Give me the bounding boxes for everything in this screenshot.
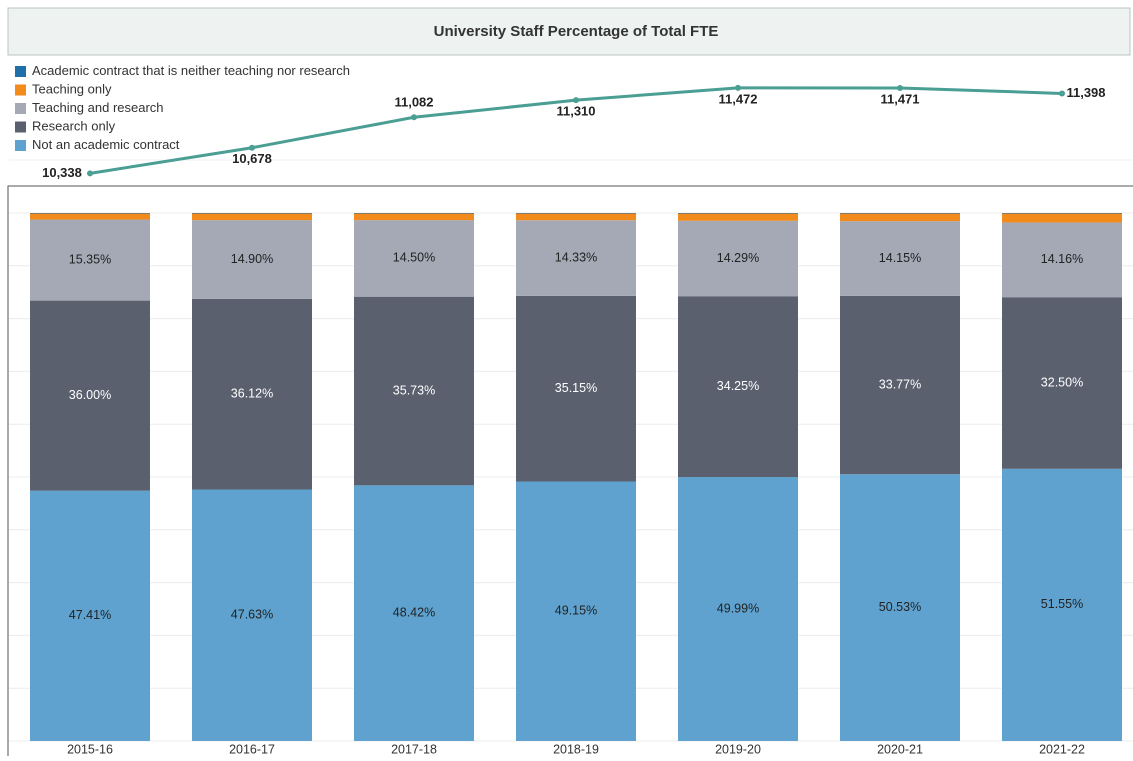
line-point [1059, 90, 1065, 97]
legend-swatch [15, 103, 26, 114]
chart-title: University Staff Percentage of Total FTE [434, 23, 719, 40]
bar-segment [516, 213, 636, 221]
line-point [897, 84, 903, 91]
bar-segment [678, 213, 798, 214]
legend-label: Academic contract that is neither teachi… [32, 63, 350, 78]
bar-segment [1002, 213, 1122, 223]
data-label: 36.12% [231, 386, 273, 400]
bar-segment [840, 221, 960, 296]
bar-panel [7, 185, 1133, 761]
legend-label: Not an academic contract [32, 137, 180, 152]
bar-segment [30, 213, 150, 214]
data-label: 47.63% [231, 608, 273, 622]
data-label: 33.77% [879, 377, 921, 391]
data-label: 11,398 [1066, 85, 1105, 100]
data-label: 11,082 [394, 95, 433, 110]
line-point [573, 97, 579, 104]
legend-swatch [15, 140, 26, 151]
line-point [735, 84, 741, 91]
x-tick-label: 2015-16 [67, 742, 113, 756]
data-label: 50.53% [879, 600, 921, 614]
bar-segment [30, 490, 150, 741]
bar-segment [192, 489, 312, 741]
bar-segment [30, 300, 150, 491]
bar-segment [516, 220, 636, 296]
data-label: 11,472 [718, 91, 757, 106]
data-label: 49.99% [717, 601, 759, 615]
bar-segment [1002, 222, 1122, 298]
bar-segment [192, 213, 312, 221]
line-point [249, 144, 255, 151]
bar-segment [192, 213, 312, 214]
data-label: 11,471 [880, 91, 919, 106]
bar-segment [516, 481, 636, 741]
data-label: 10,338 [42, 165, 82, 180]
legend-label: Teaching only [32, 81, 112, 96]
data-label: 35.73% [393, 383, 435, 397]
legend-label: Teaching and research [32, 100, 164, 115]
data-label: 10,678 [232, 151, 272, 166]
data-label: 14.90% [231, 252, 273, 266]
data-label: 14.29% [717, 251, 759, 265]
data-label: 49.15% [555, 604, 597, 618]
data-label: 47.41% [69, 608, 111, 622]
data-label: 36.00% [69, 388, 111, 402]
legend-label: Research only [32, 118, 116, 133]
line-point [87, 170, 93, 177]
data-label: 14.50% [393, 251, 435, 265]
bar-segment [516, 295, 636, 482]
legend-swatch [15, 66, 26, 77]
x-tick-label: 2020-21 [877, 742, 923, 756]
title-box [7, 7, 1131, 56]
bar-segment [678, 220, 798, 297]
data-label: 35.15% [555, 381, 597, 395]
bar-segment [840, 295, 960, 475]
bar-segment [354, 485, 474, 741]
bar-segment [678, 477, 798, 741]
bar-segment [354, 213, 474, 221]
bar-segment [192, 298, 312, 490]
bar-segment [516, 213, 636, 214]
data-label: 51.55% [1041, 597, 1083, 611]
bar-segment [1002, 213, 1122, 214]
bar-segment [30, 219, 150, 301]
bar-segment [1002, 468, 1122, 741]
bar-segment [354, 296, 474, 486]
bar-segment [840, 213, 960, 222]
data-label: 14.33% [555, 250, 597, 264]
line-point [411, 114, 417, 121]
data-label: 15.35% [69, 252, 111, 266]
x-tick-label: 2017-18 [391, 742, 437, 756]
bar-segment [354, 213, 474, 214]
legend-swatch [15, 121, 26, 133]
x-tick-label: 2016-17 [229, 742, 275, 756]
data-label: 48.42% [393, 605, 435, 619]
bar-segment [30, 213, 150, 220]
bar-segment [192, 220, 312, 299]
bar-segment [840, 213, 960, 214]
bar-segment [1002, 297, 1122, 469]
data-label: 34.25% [717, 379, 759, 393]
data-label: 14.15% [879, 251, 921, 265]
x-tick-label: 2019-20 [715, 742, 761, 756]
legend-swatch [15, 84, 26, 96]
x-tick-label: 2018-19 [553, 742, 599, 756]
data-label: 11,310 [556, 104, 595, 119]
x-tick-label: 2021-22 [1039, 742, 1085, 756]
bar-segment [840, 474, 960, 741]
bar-segment [678, 296, 798, 478]
bar-segment [354, 220, 474, 297]
bar-segment [678, 213, 798, 221]
data-label: 14.16% [1041, 252, 1083, 266]
data-label: 32.50% [1041, 375, 1083, 389]
